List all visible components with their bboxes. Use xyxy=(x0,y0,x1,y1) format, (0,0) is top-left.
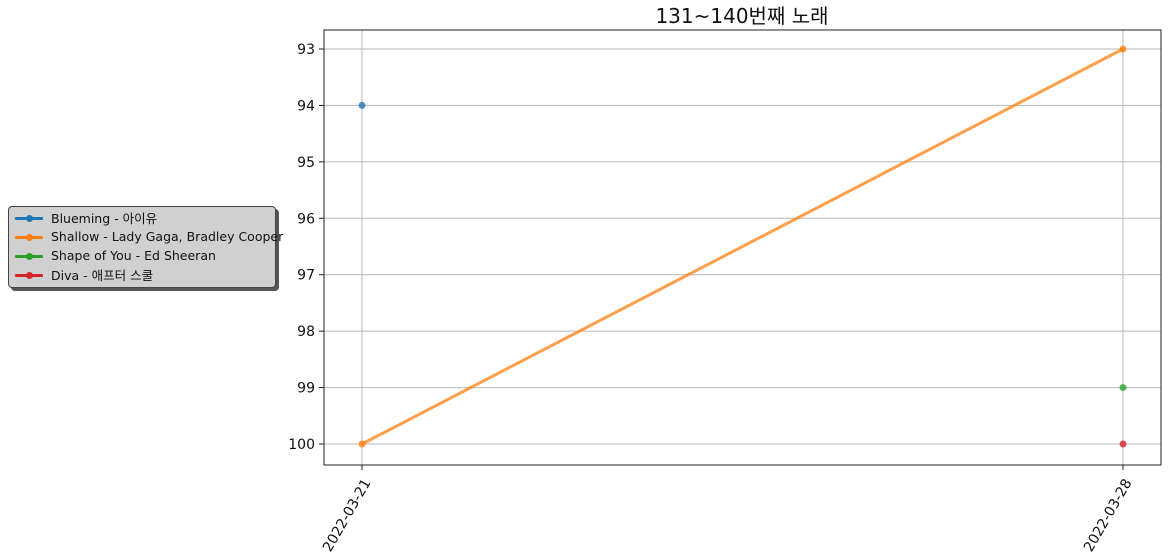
legend-item: Blueming - 아이유 xyxy=(13,208,157,227)
y-tick-label: 97 xyxy=(297,268,315,284)
y-tick-label: 93 xyxy=(297,42,315,58)
data-point xyxy=(1119,384,1127,392)
legend-label: Diva - 애프터 스쿨 xyxy=(51,268,154,283)
y-tick-label: 94 xyxy=(297,98,315,114)
axes: 93 94 95 96 97 98 99 100 2022-03-21 2022-03-28 xyxy=(288,42,1135,554)
legend-label: Blueming - 아이유 xyxy=(51,211,158,226)
data-point xyxy=(358,440,366,448)
legend-marker xyxy=(26,215,33,222)
chart-title: 131~140번째 노래 xyxy=(655,4,828,28)
y-tick-label: 98 xyxy=(297,324,315,340)
series-layer xyxy=(358,45,1127,448)
legend-marker xyxy=(26,272,33,279)
legend-item: Shallow - Lady Gaga, Bradley Cooper xyxy=(13,227,283,246)
series-line xyxy=(361,47,1124,446)
legend-item: Shape of You - Ed Sheeran xyxy=(13,246,216,265)
legend-marker xyxy=(26,234,33,241)
y-tick-label: 100 xyxy=(288,437,315,453)
legend-swatch xyxy=(13,246,45,265)
y-tick-label: 96 xyxy=(297,211,315,227)
data-point xyxy=(358,101,366,109)
legend-marker xyxy=(26,253,33,260)
plot-area-frame xyxy=(323,29,1162,466)
legend-label: Shallow - Lady Gaga, Bradley Cooper xyxy=(51,229,284,244)
legend: Blueming - 아이유 Shallow - Lady Gaga, Brad… xyxy=(8,206,283,288)
x-tick-label: 2022-03-21 xyxy=(320,476,375,554)
legend-item: Diva - 애프터 스쿨 xyxy=(13,265,153,284)
legend-label: Shape of You - Ed Sheeran xyxy=(51,248,216,263)
x-tick-label: 2022-03-28 xyxy=(1081,476,1136,554)
y-tick-label: 99 xyxy=(297,381,315,397)
legend-swatch xyxy=(13,265,45,284)
y-tick-label: 95 xyxy=(297,155,315,171)
legend-swatch xyxy=(13,208,45,227)
legend-swatch xyxy=(13,227,45,246)
data-point xyxy=(1119,440,1127,448)
data-point xyxy=(1119,45,1127,53)
